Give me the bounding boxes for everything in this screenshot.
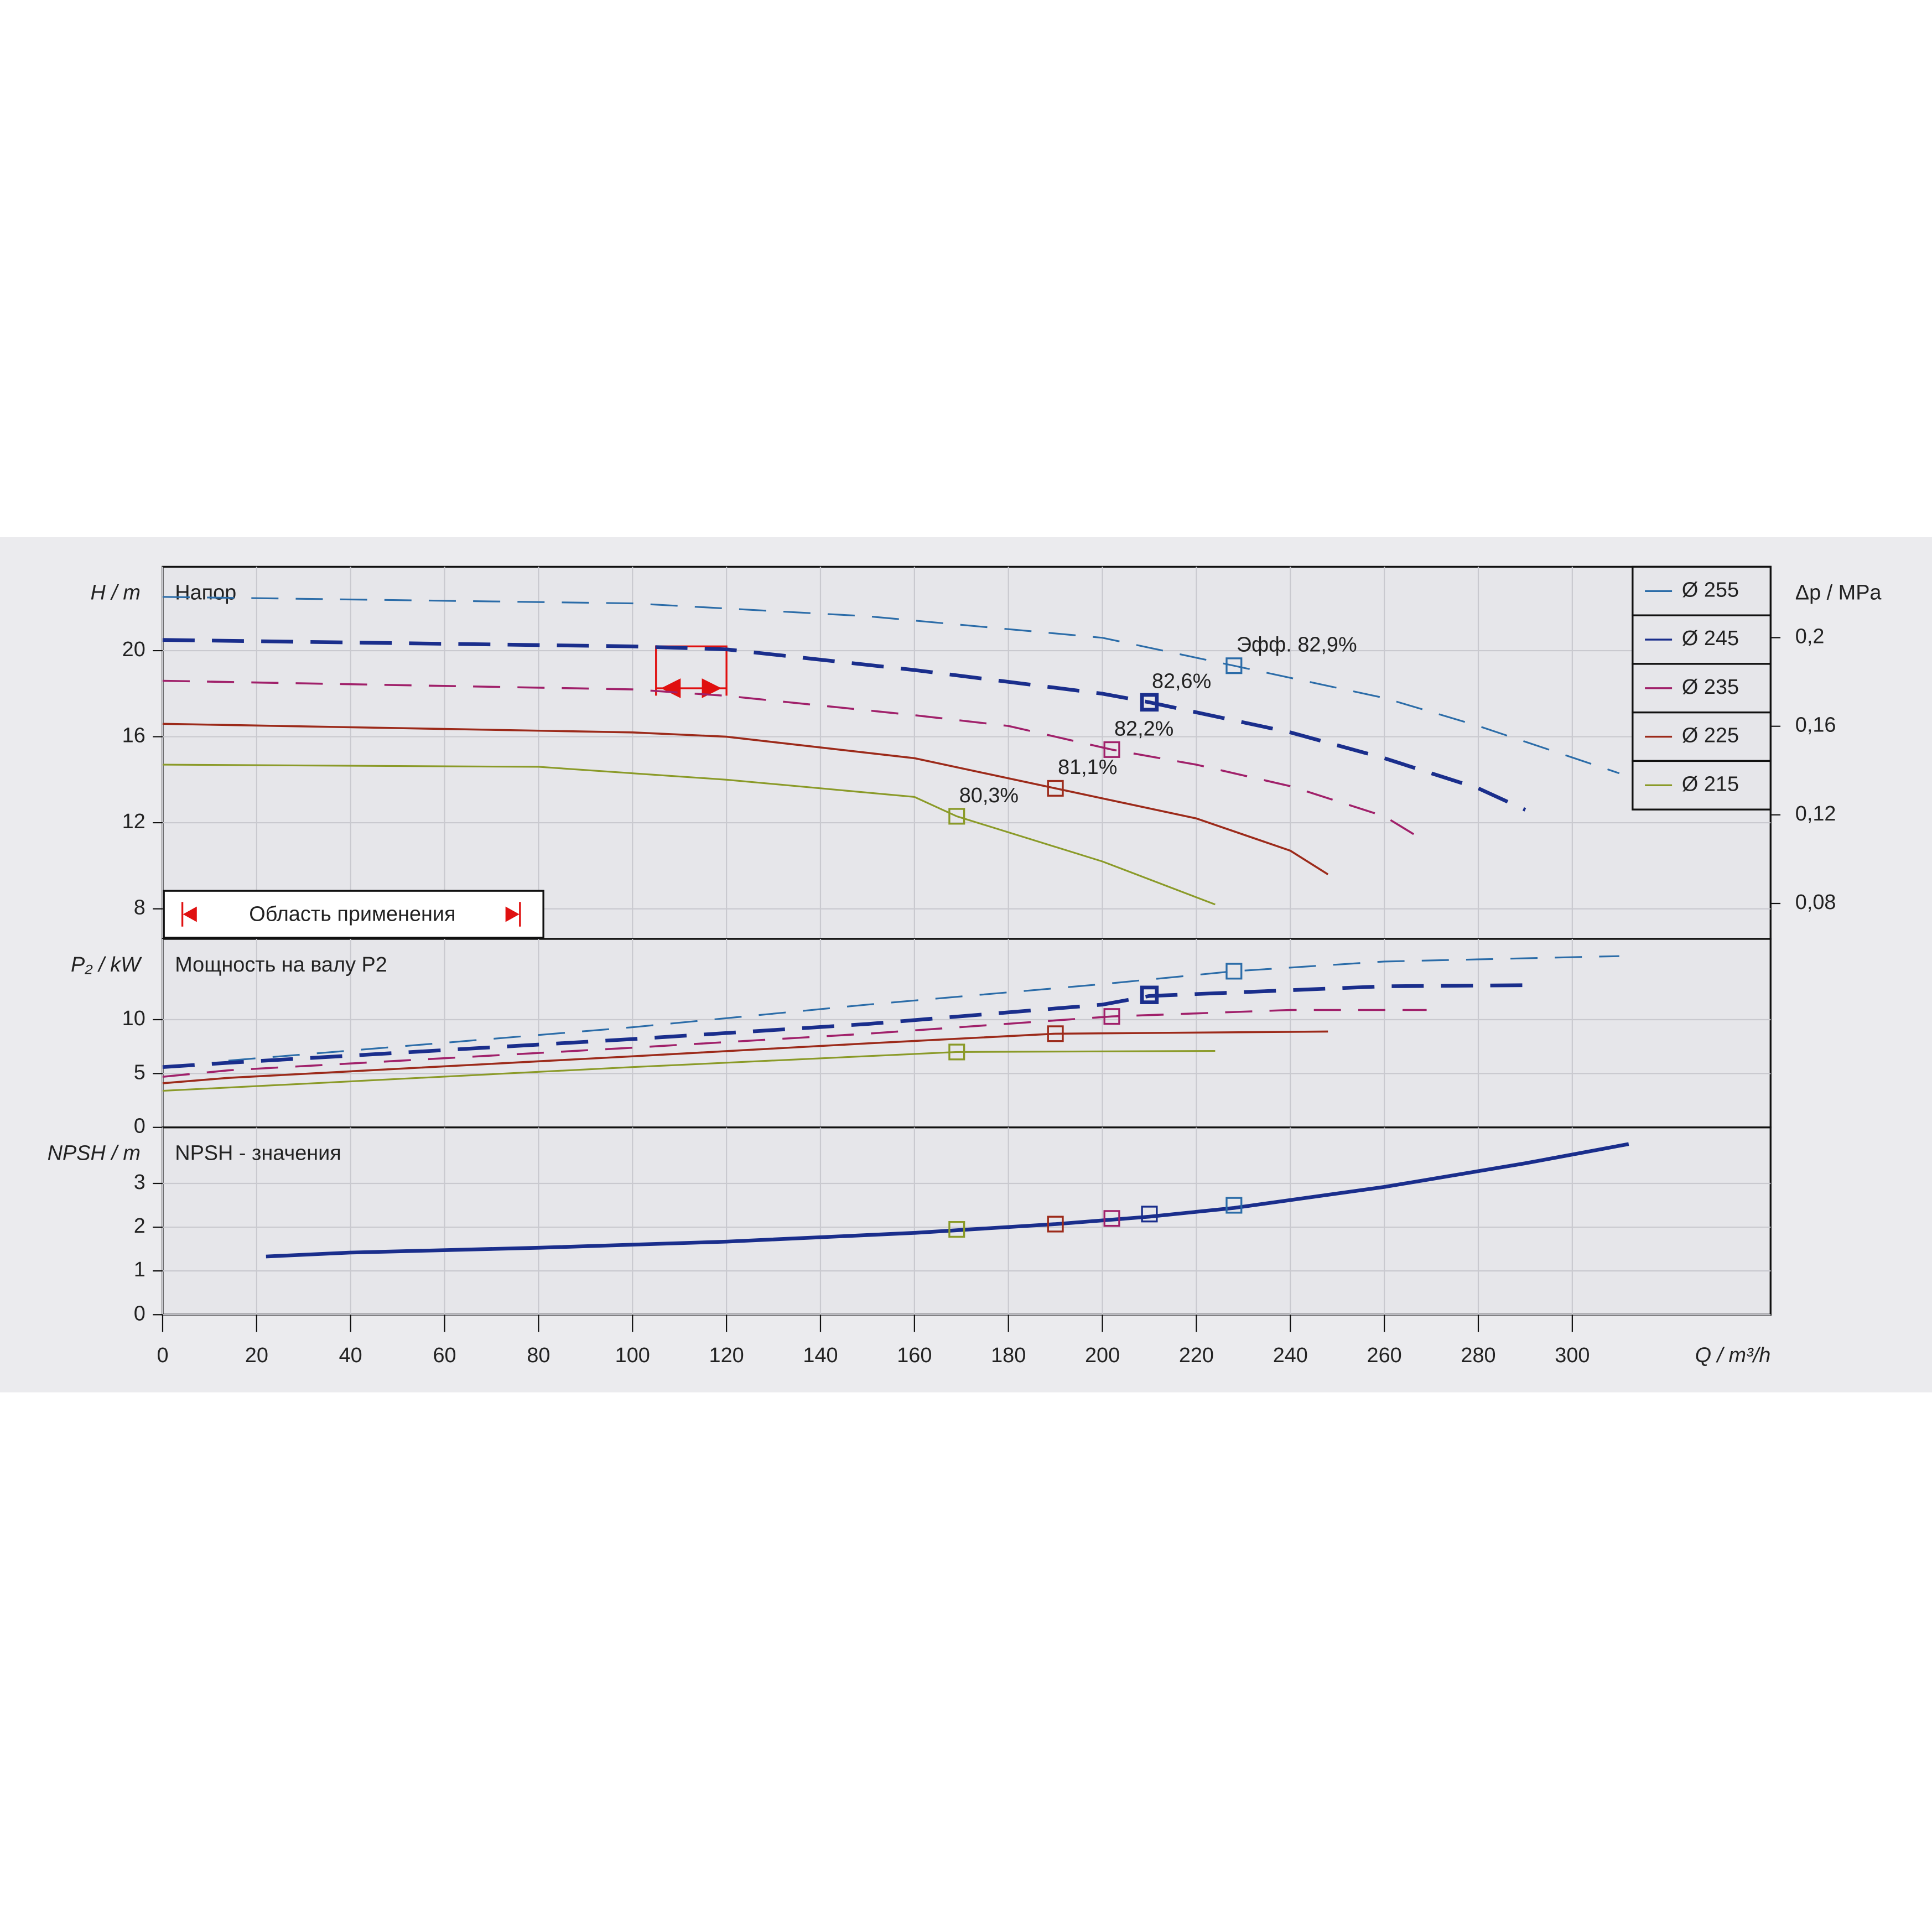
y-axis-label: P₂ / kW [71, 953, 142, 977]
bep-label: Эфф. 82,9% [1237, 633, 1357, 657]
y-tick-label: 10 [122, 1007, 146, 1030]
annotation-text: Область применения [249, 903, 455, 926]
x-tick-label: 180 [991, 1344, 1026, 1367]
y2-axis-label: Δp / MPa [1795, 581, 1882, 604]
legend-label: Ø 255 [1682, 578, 1739, 601]
x-tick-label: 280 [1461, 1344, 1495, 1367]
y-tick-label: 1 [134, 1258, 146, 1281]
series-line [162, 638, 1526, 812]
bep-marker [1225, 963, 1243, 980]
y2-tick-label: 0,08 [1795, 891, 1836, 914]
bep-marker [1047, 1216, 1064, 1233]
x-tick-label: 20 [245, 1344, 268, 1367]
x-tick-label: 0 [157, 1344, 168, 1367]
bep-label: 81,1% [1058, 756, 1117, 779]
legend-label: Ø 225 [1682, 724, 1739, 747]
series-line [162, 596, 1620, 775]
panel-title: NPSH - значения [175, 1142, 341, 1165]
y-tick-label: 0 [134, 1302, 146, 1325]
series-line [162, 679, 1427, 843]
bep-marker [1225, 657, 1243, 674]
y2-tick-label: 0,16 [1795, 714, 1836, 737]
x-tick-label: 200 [1085, 1344, 1120, 1367]
y-tick-label: 20 [122, 638, 146, 661]
bep-marker [1140, 693, 1159, 712]
y-tick-label: 5 [134, 1061, 146, 1084]
annotation-glyph [181, 902, 521, 927]
series-line [228, 955, 1619, 1062]
series-line [266, 1142, 1629, 1259]
series-line [162, 983, 1525, 1069]
bep-label: 82,2% [1114, 717, 1173, 740]
series-line [162, 764, 1216, 906]
plot-area [162, 1126, 1772, 1316]
x-tick-label: 160 [897, 1344, 932, 1367]
y-axis-label: NPSH / m [48, 1142, 141, 1165]
y-tick-label: 0 [134, 1115, 146, 1138]
legend-label: Ø 235 [1682, 676, 1739, 699]
bep-marker [1047, 1025, 1064, 1042]
y-tick-label: 3 [134, 1171, 146, 1194]
y-tick-label: 2 [134, 1214, 146, 1238]
x-tick-label: 80 [527, 1344, 550, 1367]
x-tick-label: 120 [709, 1344, 744, 1367]
bep-marker [1103, 741, 1120, 758]
bep-marker [1141, 1206, 1158, 1223]
legend-label: Ø 245 [1682, 627, 1739, 650]
bep-label: 82,6% [1152, 670, 1211, 693]
x-tick-label: 60 [433, 1344, 456, 1367]
plot-area [162, 938, 1772, 1129]
bep-marker [1103, 1210, 1120, 1227]
y-axis-label: H / m [90, 581, 140, 604]
panel-title: Мощность на валу P2 [175, 953, 387, 977]
bep-marker [948, 1221, 965, 1238]
x-tick-label: 140 [803, 1344, 838, 1367]
x-tick-label: 300 [1555, 1344, 1590, 1367]
bep-marker [1103, 1008, 1120, 1025]
x-tick-label: 100 [615, 1344, 650, 1367]
y-tick-label: 16 [122, 724, 146, 747]
legend-label: Ø 215 [1682, 772, 1739, 796]
x-axis-label: Q / m³/h [1695, 1344, 1771, 1367]
x-tick-label: 220 [1179, 1344, 1214, 1367]
plot-area [162, 565, 1772, 940]
panel-title: Напор [175, 581, 236, 604]
y-tick-label: 12 [122, 810, 146, 833]
series-line [162, 1009, 1427, 1078]
series-line [162, 1030, 1328, 1084]
bep-label: 80,3% [959, 784, 1019, 807]
bep-marker [948, 1043, 965, 1061]
x-tick-label: 240 [1273, 1344, 1308, 1367]
x-tick-label: 40 [339, 1344, 362, 1367]
series-line [162, 1050, 1216, 1092]
bep-marker [1140, 985, 1159, 1004]
application-bracket [655, 645, 728, 696]
y2-tick-label: 0,2 [1795, 625, 1825, 648]
annotation-box [163, 890, 544, 939]
y-tick-label: 8 [134, 896, 146, 920]
series-line [162, 723, 1329, 875]
x-tick-label: 260 [1367, 1344, 1402, 1367]
bep-marker [1225, 1197, 1243, 1214]
y2-tick-label: 0,12 [1795, 802, 1836, 825]
bep-marker [948, 808, 965, 825]
bep-marker [1047, 780, 1064, 797]
